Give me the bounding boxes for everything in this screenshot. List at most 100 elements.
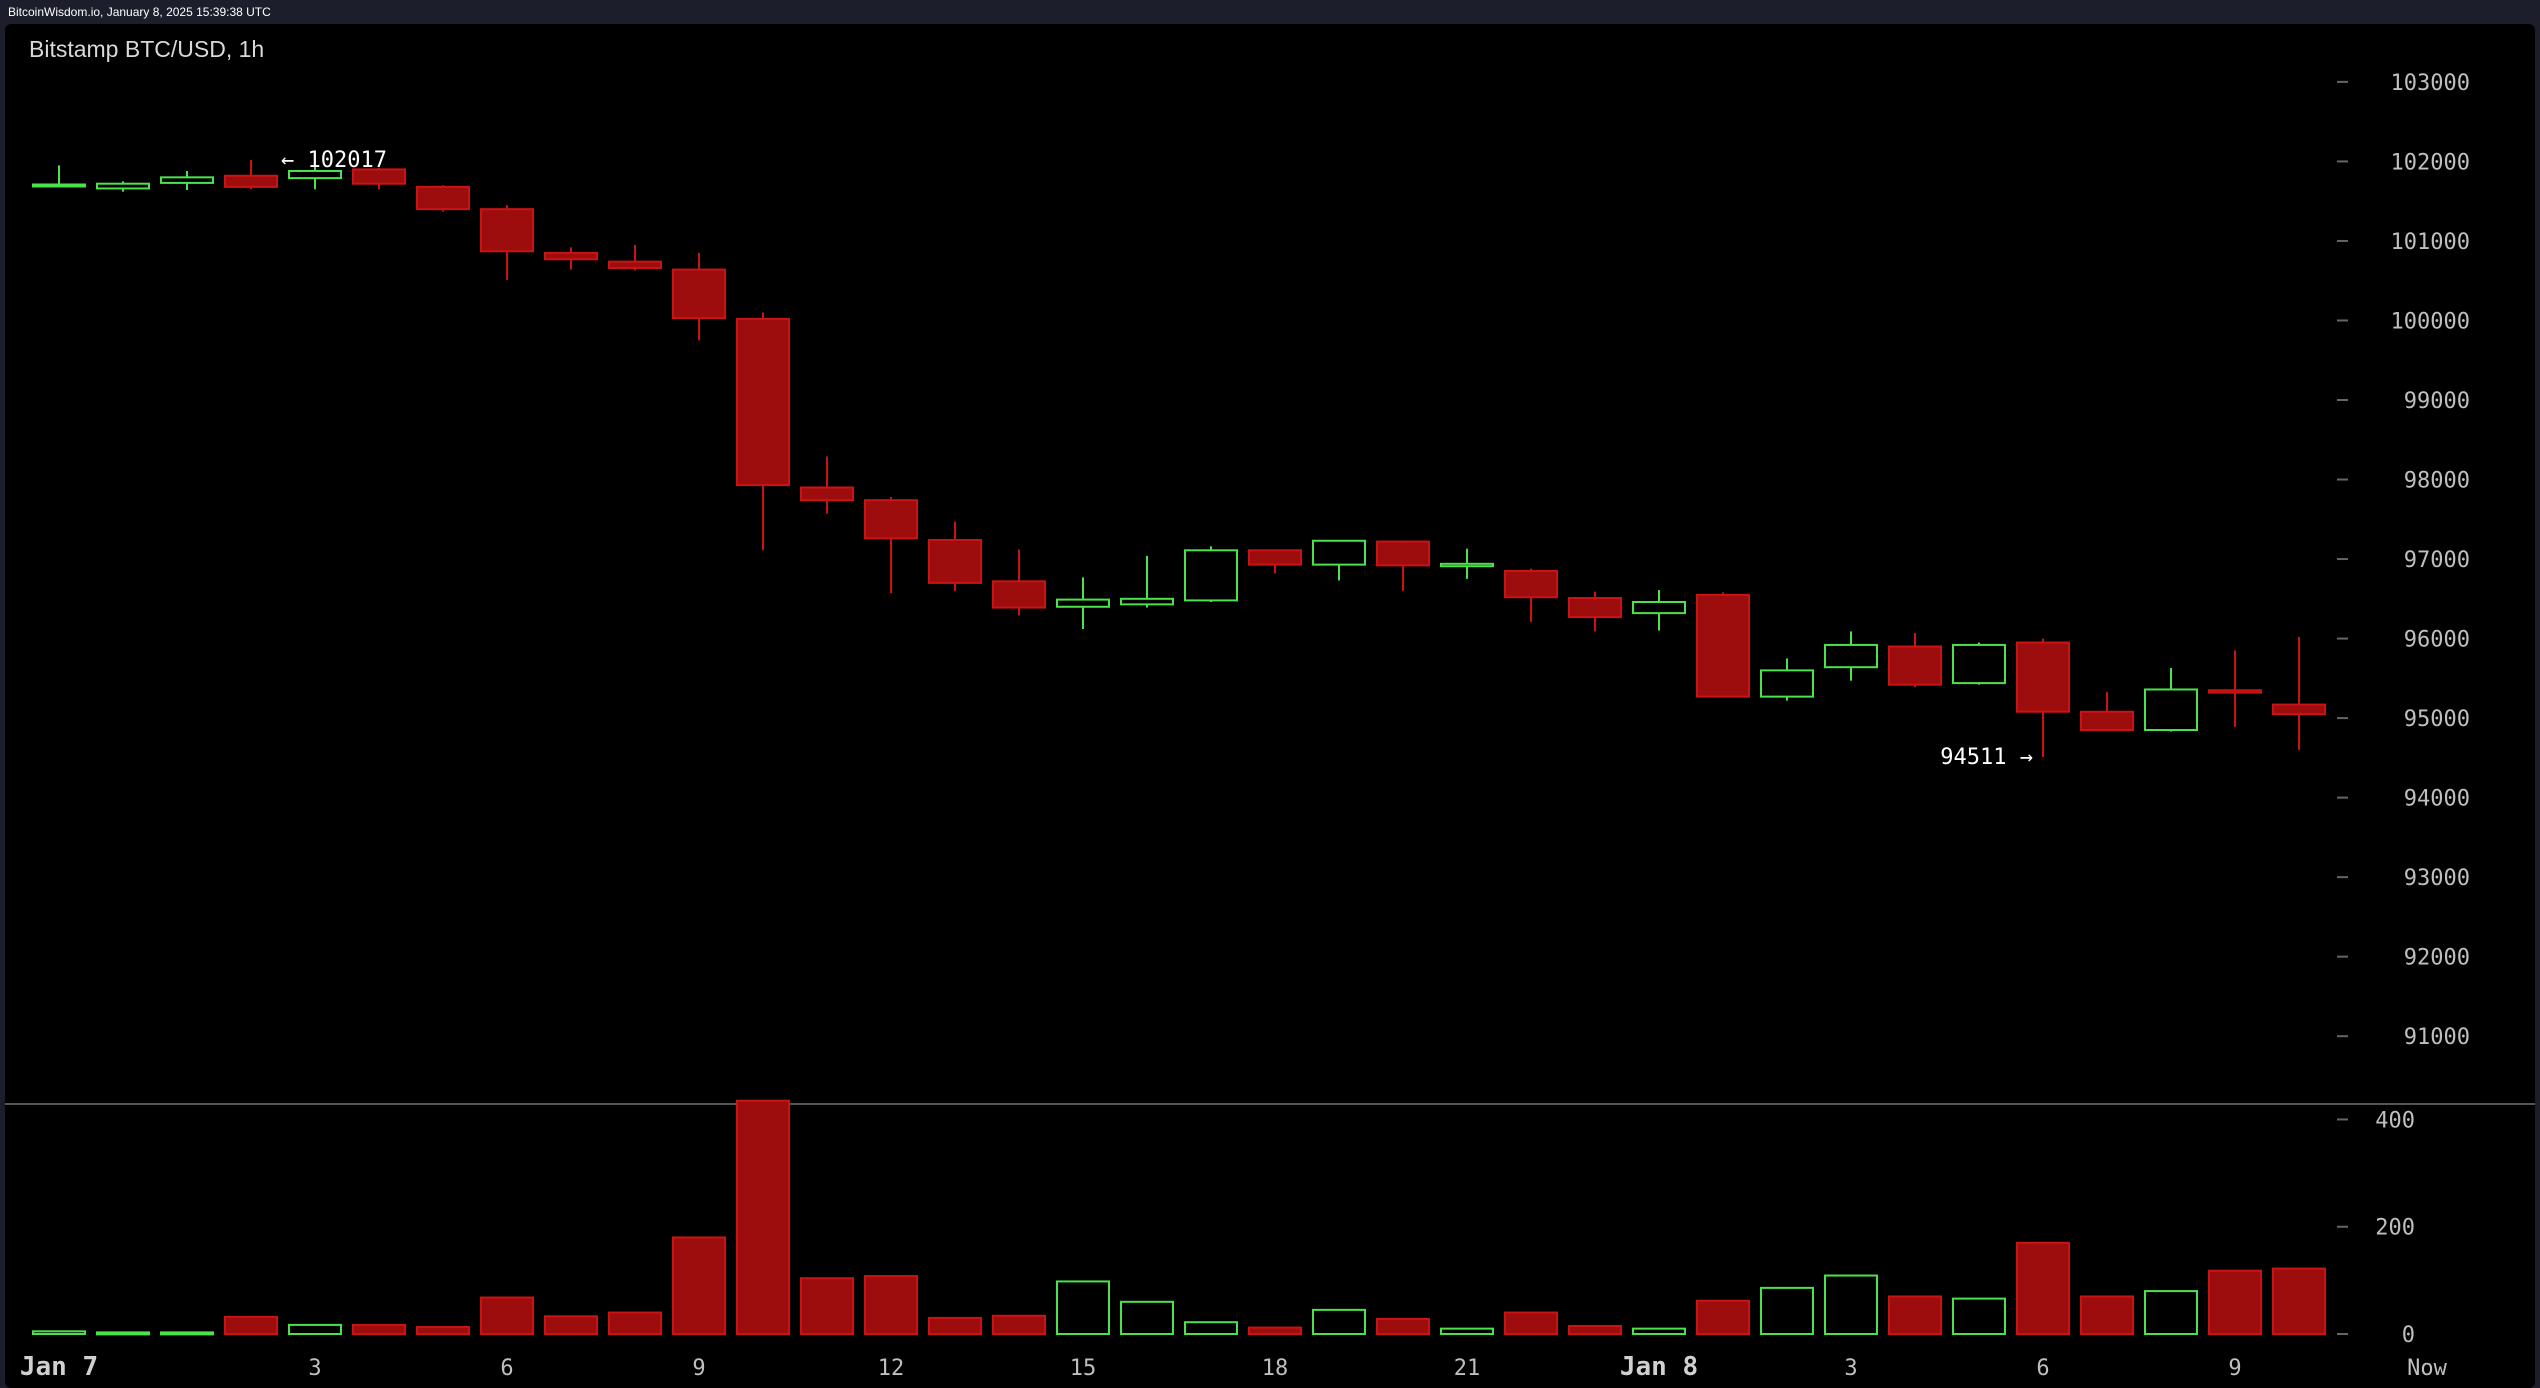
volume-bar-up	[160, 1331, 214, 1336]
candlestick-chart[interactable]: 9100092000930009400095000960009700098000…	[5, 24, 2535, 1388]
x-axis-label: 9	[2228, 1356, 2241, 1381]
price-tick-label: 100000	[2391, 309, 2470, 334]
candle-body-up	[1120, 597, 1174, 606]
candle-body-up	[160, 176, 214, 184]
x-axis-label: 21	[1454, 1356, 1481, 1381]
candle-body-down	[736, 317, 790, 487]
volume-bar-up	[1952, 1297, 2006, 1335]
candle-body-up	[1440, 562, 1494, 568]
volume-bar-down	[864, 1275, 918, 1336]
price-tick-label: 103000	[2391, 71, 2470, 96]
candle-body-down	[224, 174, 278, 188]
volume-bar-down	[1376, 1317, 1430, 1335]
high-price-annotation: ← 102017	[281, 148, 387, 173]
chart-panel[interactable]: 91000 92000 93000 94000 95000 96000 97000 98000…	[5, 24, 2535, 1388]
price-tick-label: 98000	[2404, 469, 2470, 494]
candle-body-down	[672, 268, 726, 320]
volume-bar-down	[1568, 1324, 1622, 1336]
price-tick-label: 101000	[2391, 230, 2470, 255]
candle-body-up	[1312, 539, 1366, 566]
candle-body-down	[1248, 549, 1302, 566]
candle-body-up	[1632, 600, 1686, 615]
volume-bar-up	[2144, 1290, 2198, 1336]
price-tick-label: 91000	[2404, 1025, 2470, 1050]
candle-body-down	[2208, 689, 2262, 694]
volume-bar-up	[1184, 1321, 1238, 1335]
x-axis-label: 12	[878, 1356, 905, 1381]
price-tick-label: 96000	[2404, 628, 2470, 653]
candle-body-down	[864, 499, 918, 540]
candle-body-up	[1056, 598, 1110, 608]
candle-body-down	[2272, 703, 2326, 716]
volume-bar-down	[672, 1236, 726, 1336]
volume-bar-down	[1248, 1326, 1302, 1335]
volume-bar-up	[32, 1330, 86, 1336]
low-price-annotation: 94511 →	[1940, 745, 2033, 770]
volume-bar-up	[1760, 1286, 1814, 1335]
candle-body-down	[992, 580, 1046, 609]
volume-bar-down	[224, 1315, 278, 1335]
volume-bar-up	[96, 1331, 150, 1336]
candle-body-up	[1952, 643, 2006, 685]
volume-bar-down	[416, 1326, 470, 1335]
volume-bar-up	[1056, 1280, 1110, 1336]
volume-bar-down	[736, 1099, 790, 1335]
volume-tick-label: 200	[2375, 1216, 2415, 1241]
volume-bar-up	[1632, 1327, 1686, 1335]
candle-body-down	[800, 486, 854, 502]
top-bar: BitcoinWisdom.io, January 8, 2025 15:39:…	[0, 0, 2540, 24]
candle-body-down	[1568, 597, 1622, 619]
candle-body-up	[2144, 688, 2198, 732]
volume-bar-down	[544, 1315, 598, 1336]
candle-body-down	[544, 251, 598, 261]
volume-tick-label: 400	[2375, 1108, 2415, 1133]
volume-bar-down	[352, 1323, 406, 1336]
candle-body-down	[352, 168, 406, 185]
candle-body-up	[1184, 549, 1238, 602]
candle-body-up	[288, 169, 342, 180]
volume-bar-down	[608, 1311, 662, 1335]
candle-body-down	[416, 185, 470, 211]
x-axis-label: 3	[308, 1356, 321, 1381]
x-axis-label: Jan 7	[20, 1352, 98, 1382]
volume-bar-down	[928, 1316, 982, 1335]
candle-body-up	[96, 182, 150, 190]
volume-bar-down	[992, 1314, 1046, 1336]
candle-body-down	[1888, 645, 1942, 686]
x-axis-label: 6	[2036, 1356, 2049, 1381]
candle-body-down	[1504, 569, 1558, 599]
price-tick-label: 93000	[2404, 866, 2470, 891]
volume-tick-label: 0	[2402, 1323, 2415, 1348]
chart-title: Bitstamp BTC/USD, 1h	[29, 36, 265, 62]
x-axis-label: 18	[1262, 1356, 1289, 1381]
x-axis-label: 6	[500, 1356, 513, 1381]
volume-bar-up	[1312, 1308, 1366, 1336]
price-tick-label: 99000	[2404, 389, 2470, 414]
candle-body-down	[2016, 641, 2070, 713]
volume-bar-up	[1824, 1274, 1878, 1336]
price-tick-label: 97000	[2404, 548, 2470, 573]
volume-bar-down	[2208, 1269, 2262, 1336]
candle-body-down	[2080, 710, 2134, 732]
volume-bar-down	[2080, 1295, 2134, 1336]
price-tick-label: 94000	[2404, 787, 2470, 812]
price-tick-label: 102000	[2391, 150, 2470, 175]
price-tick-label: 95000	[2404, 707, 2470, 732]
volume-bar-down	[800, 1277, 854, 1335]
volume-bar-down	[1696, 1299, 1750, 1336]
candle-body-down	[480, 208, 534, 253]
volume-bar-down	[480, 1296, 534, 1335]
volume-bar-down	[1504, 1311, 1558, 1335]
x-axis-label: Jan 8	[1620, 1352, 1698, 1382]
volume-bar-down	[2272, 1267, 2326, 1335]
x-axis-label: 15	[1070, 1356, 1097, 1381]
candle-body-down	[928, 538, 982, 584]
candle-body-down	[608, 260, 662, 269]
price-tick-label: 92000	[2404, 946, 2470, 971]
candle-body-up	[1824, 643, 1878, 669]
candle-body-down	[1376, 540, 1430, 567]
volume-bar-down	[1888, 1295, 1942, 1336]
candle-body-up	[32, 183, 86, 188]
volume-bar-up	[1440, 1327, 1494, 1335]
candle-body-down	[1696, 593, 1750, 698]
